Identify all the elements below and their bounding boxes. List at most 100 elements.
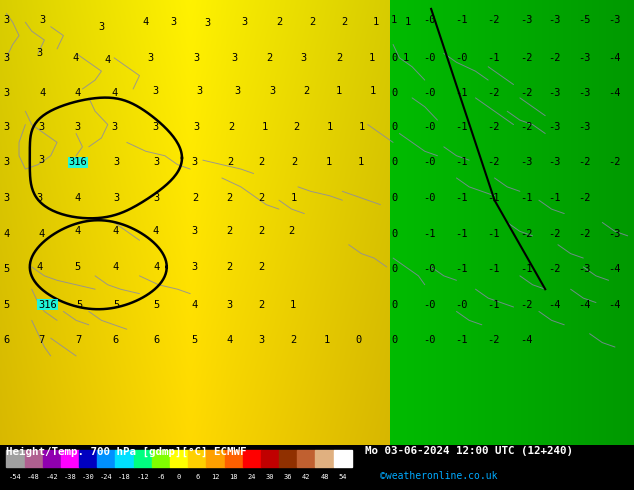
Text: 4: 4 bbox=[3, 228, 10, 239]
Text: 36: 36 bbox=[284, 474, 292, 480]
Text: -2: -2 bbox=[487, 88, 500, 98]
Text: -48: -48 bbox=[27, 474, 40, 480]
Text: -5: -5 bbox=[578, 15, 591, 25]
Bar bbox=[79, 450, 97, 466]
Text: 4: 4 bbox=[152, 226, 158, 236]
Text: 4: 4 bbox=[38, 228, 44, 239]
Text: -38: -38 bbox=[63, 474, 76, 480]
Text: 1: 1 bbox=[325, 157, 332, 168]
Text: 4: 4 bbox=[226, 335, 233, 345]
Bar bbox=[152, 450, 170, 466]
Text: -2: -2 bbox=[578, 228, 591, 239]
Text: -4: -4 bbox=[609, 264, 621, 274]
Text: 0: 0 bbox=[177, 474, 181, 480]
Text: -12: -12 bbox=[136, 474, 149, 480]
Text: 5: 5 bbox=[191, 335, 198, 345]
Text: 4: 4 bbox=[75, 193, 81, 203]
Text: 6: 6 bbox=[153, 335, 160, 345]
Text: 4: 4 bbox=[113, 262, 119, 272]
Text: 3: 3 bbox=[113, 193, 119, 203]
Text: -1: -1 bbox=[424, 228, 436, 239]
Text: -4: -4 bbox=[609, 300, 621, 310]
Text: -3: -3 bbox=[548, 88, 561, 98]
Text: 0: 0 bbox=[391, 157, 398, 168]
Text: 3: 3 bbox=[152, 122, 158, 132]
Text: 1: 1 bbox=[323, 335, 330, 345]
Bar bbox=[333, 450, 352, 466]
Bar bbox=[25, 450, 42, 466]
Text: 0: 0 bbox=[391, 193, 398, 203]
Text: 3: 3 bbox=[3, 193, 10, 203]
Text: -3: -3 bbox=[548, 15, 561, 25]
Text: 3: 3 bbox=[226, 300, 233, 310]
Bar bbox=[6, 450, 25, 466]
Text: -1: -1 bbox=[455, 335, 468, 345]
Text: 3: 3 bbox=[3, 53, 10, 63]
Text: 5: 5 bbox=[75, 262, 81, 272]
Text: 1: 1 bbox=[359, 122, 365, 132]
Text: 3: 3 bbox=[37, 49, 43, 58]
Text: 4: 4 bbox=[73, 53, 79, 63]
Text: 3: 3 bbox=[37, 193, 43, 203]
Text: -2: -2 bbox=[578, 157, 591, 168]
Text: 1: 1 bbox=[290, 193, 297, 203]
Text: -2: -2 bbox=[487, 15, 500, 25]
Text: -2: -2 bbox=[520, 88, 533, 98]
Text: -1: -1 bbox=[487, 264, 500, 274]
Text: 5: 5 bbox=[113, 300, 119, 310]
Text: 3: 3 bbox=[3, 122, 10, 132]
Text: 3: 3 bbox=[3, 157, 10, 168]
Text: 42: 42 bbox=[302, 474, 311, 480]
Text: -2: -2 bbox=[520, 300, 533, 310]
Text: -2: -2 bbox=[487, 122, 500, 132]
Text: 2: 2 bbox=[226, 262, 233, 272]
Text: 4: 4 bbox=[153, 262, 160, 272]
Text: -1: -1 bbox=[455, 88, 468, 98]
Text: -1: -1 bbox=[487, 53, 500, 63]
Text: 30: 30 bbox=[266, 474, 275, 480]
Bar bbox=[134, 450, 152, 466]
Text: -2: -2 bbox=[487, 335, 500, 345]
Text: -4: -4 bbox=[609, 53, 621, 63]
Text: 3: 3 bbox=[39, 15, 46, 25]
Text: 24: 24 bbox=[248, 474, 256, 480]
Text: 3: 3 bbox=[111, 122, 117, 132]
Text: 3: 3 bbox=[235, 86, 241, 96]
Text: -1: -1 bbox=[487, 300, 500, 310]
Text: 1: 1 bbox=[290, 300, 296, 310]
Text: 1: 1 bbox=[404, 17, 411, 27]
Text: -0: -0 bbox=[455, 300, 468, 310]
Text: 3: 3 bbox=[300, 53, 306, 63]
Text: 3: 3 bbox=[152, 86, 158, 96]
Text: 2: 2 bbox=[292, 157, 298, 168]
Text: 1: 1 bbox=[327, 122, 333, 132]
Text: -3: -3 bbox=[520, 157, 533, 168]
Text: 3: 3 bbox=[204, 18, 210, 28]
Text: -1: -1 bbox=[487, 228, 500, 239]
Text: -2: -2 bbox=[520, 53, 533, 63]
Text: 6: 6 bbox=[195, 474, 200, 480]
Text: 4: 4 bbox=[142, 17, 148, 27]
Text: -1: -1 bbox=[455, 228, 468, 239]
Bar bbox=[279, 450, 297, 466]
Bar bbox=[42, 450, 61, 466]
Text: 3: 3 bbox=[269, 86, 276, 96]
Text: 6: 6 bbox=[113, 335, 119, 345]
Text: -2: -2 bbox=[520, 122, 533, 132]
Text: 3: 3 bbox=[3, 88, 10, 98]
Text: -0: -0 bbox=[424, 264, 436, 274]
Text: 3: 3 bbox=[147, 53, 153, 63]
Text: 4: 4 bbox=[75, 88, 81, 98]
Text: -0: -0 bbox=[424, 335, 436, 345]
Bar bbox=[207, 450, 224, 466]
Bar bbox=[97, 450, 115, 466]
Text: 2: 2 bbox=[303, 86, 309, 96]
Text: 0: 0 bbox=[391, 264, 398, 274]
Text: -0: -0 bbox=[424, 157, 436, 168]
Text: -0: -0 bbox=[424, 193, 436, 203]
Text: ©weatheronline.co.uk: ©weatheronline.co.uk bbox=[380, 471, 498, 481]
Bar bbox=[188, 450, 207, 466]
Text: 3: 3 bbox=[193, 53, 200, 63]
Text: 2: 2 bbox=[290, 335, 297, 345]
Text: 3: 3 bbox=[98, 22, 105, 32]
